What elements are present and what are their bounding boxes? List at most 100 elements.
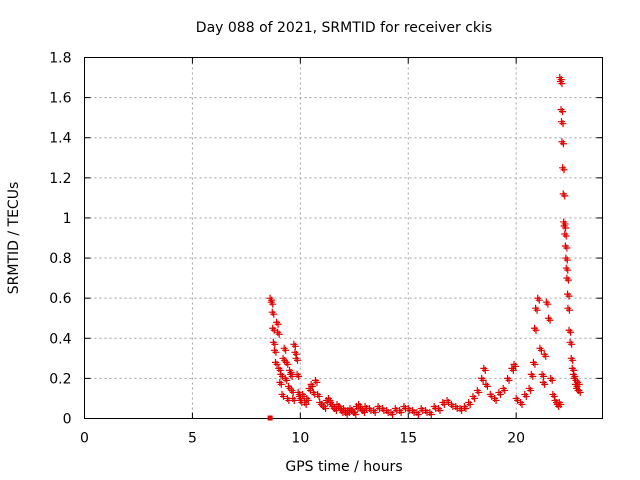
- baseline-square-marker: [267, 415, 273, 421]
- data-point: [541, 380, 549, 388]
- x-ticks: 0 5 10 15 20: [80, 57, 525, 447]
- data-point: [540, 372, 548, 380]
- data-point: [512, 362, 520, 370]
- data-point: [273, 360, 281, 368]
- data-point: [561, 192, 569, 200]
- data-point: [558, 80, 566, 88]
- y-tick-label: 1.2: [49, 171, 71, 187]
- data-point: [466, 400, 474, 408]
- data-point: [550, 392, 558, 400]
- x-tick-label: 10: [291, 431, 309, 447]
- y-tick-label: 0.2: [49, 371, 71, 387]
- y-tick-label: 1.4: [49, 131, 71, 147]
- data-point: [518, 400, 526, 408]
- y-ticks: 0 0.2 0.4 0.6 0.8 1 1.2 1.4 1.6 1.8: [49, 51, 603, 428]
- data-point: [291, 342, 299, 350]
- y-axis-label: SRMTID / TECUs: [6, 182, 22, 295]
- data-point: [294, 356, 302, 364]
- data-point: [531, 360, 539, 368]
- data-point: [360, 408, 368, 416]
- chart-title: Day 088 of 2021, SRMTID for receiver cki…: [196, 20, 492, 36]
- data-point: [274, 320, 282, 328]
- data-point: [562, 224, 570, 232]
- data-point: [568, 340, 576, 348]
- y-tick-label: 0.8: [49, 251, 71, 267]
- y-tick-label: 0: [63, 412, 72, 428]
- data-point: [295, 372, 303, 380]
- data-point: [569, 356, 577, 364]
- data-point: [565, 292, 573, 300]
- data-point: [284, 360, 292, 368]
- x-tick-label: 15: [399, 431, 417, 447]
- data-point: [567, 328, 575, 336]
- data-point: [557, 400, 565, 408]
- y-tick-label: 1: [63, 211, 72, 227]
- x-axis-label: GPS time / hours: [285, 459, 402, 475]
- data-point: [279, 392, 287, 400]
- data-point: [462, 404, 470, 412]
- data-point: [397, 408, 405, 416]
- data-point: [559, 140, 567, 148]
- data-point: [562, 232, 570, 240]
- x-tick-label: 0: [80, 431, 89, 447]
- data-point: [559, 120, 567, 128]
- data-point: [290, 396, 298, 404]
- data-point: [563, 244, 571, 252]
- data-point: [414, 410, 422, 418]
- data-point: [283, 376, 291, 384]
- data-point: [309, 382, 317, 390]
- data-point: [575, 380, 583, 388]
- y-tick-label: 1.6: [49, 91, 71, 107]
- data-point: [288, 372, 296, 380]
- data-point: [505, 376, 513, 384]
- data-point: [544, 300, 552, 308]
- data-point: [532, 326, 540, 334]
- data-point: [475, 388, 483, 396]
- data-point: [535, 296, 543, 304]
- data-point: [529, 372, 537, 380]
- y-tick-label: 1.8: [49, 51, 71, 67]
- data-point: [479, 376, 487, 384]
- data-point: [427, 410, 435, 418]
- data-point: [315, 392, 323, 400]
- data-point: [527, 386, 535, 394]
- data-points: [266, 74, 584, 421]
- data-point: [564, 276, 572, 284]
- data-point: [282, 346, 290, 354]
- data-point: [272, 348, 280, 356]
- data-point: [565, 306, 573, 314]
- data-point: [537, 346, 545, 354]
- data-point: [304, 396, 312, 404]
- data-point: [302, 400, 310, 408]
- data-point: [501, 386, 509, 394]
- data-point: [277, 380, 285, 388]
- data-point: [559, 108, 567, 116]
- data-point: [522, 392, 530, 400]
- data-point: [496, 390, 504, 398]
- data-point: [322, 404, 330, 412]
- y-tick-label: 0.4: [49, 331, 71, 347]
- data-point: [483, 382, 491, 390]
- data-point: [371, 408, 379, 416]
- data-point: [275, 330, 283, 338]
- data-point: [563, 256, 571, 264]
- data-point: [481, 366, 489, 374]
- data-point: [440, 400, 448, 408]
- plot-frame: [84, 57, 603, 419]
- data-point: [542, 352, 550, 360]
- data-point: [509, 366, 517, 374]
- data-point: [270, 310, 278, 318]
- data-point: [276, 366, 284, 374]
- y-tick-label: 0.6: [49, 291, 71, 307]
- data-point: [436, 406, 444, 414]
- data-point: [533, 306, 541, 314]
- data-point: [564, 266, 572, 274]
- data-point: [388, 410, 396, 418]
- x-tick-label: 20: [507, 431, 525, 447]
- data-point: [560, 166, 568, 174]
- data-point: [269, 300, 277, 308]
- x-tick-label: 5: [188, 431, 197, 447]
- data-point: [458, 406, 466, 414]
- data-point: [576, 388, 584, 396]
